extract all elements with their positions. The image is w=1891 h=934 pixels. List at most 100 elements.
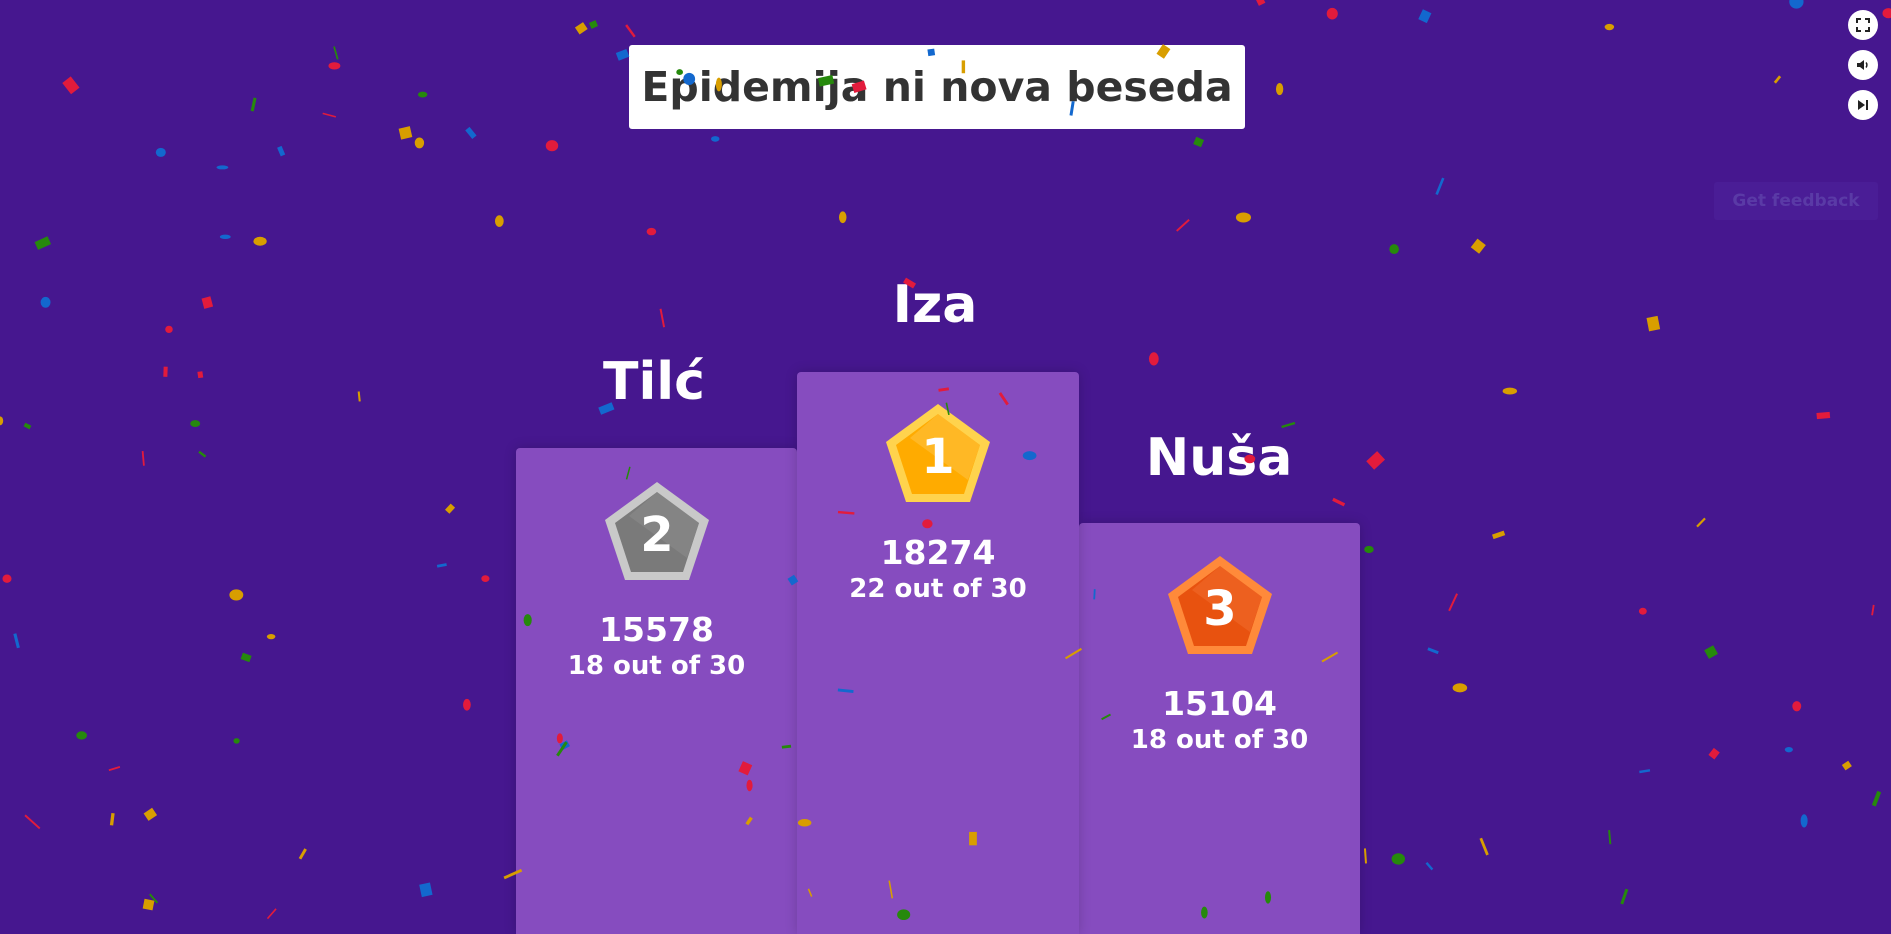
confetti-piece (141, 450, 145, 466)
confetti-piece (357, 391, 361, 402)
confetti-piece (417, 91, 428, 98)
confetti-piece (163, 366, 168, 377)
confetti-piece (24, 814, 41, 830)
confetti-piece (328, 62, 341, 70)
medal-rank-label: 1 (921, 429, 954, 485)
fullscreen-button[interactable] (1848, 10, 1878, 40)
confetti-piece (1792, 701, 1802, 712)
confetti-piece (250, 97, 257, 112)
confetti-piece (1800, 814, 1808, 828)
first-place-score: 18274 (880, 533, 996, 572)
confetti-piece (1696, 517, 1706, 528)
first-place-correct-count: 22 out of 30 (849, 574, 1027, 604)
confetti-piece (240, 652, 252, 663)
first-place-name: Iza (892, 275, 978, 335)
first-place-podium: 1 18274 22 out of 30 (797, 372, 1079, 934)
confetti-piece (1816, 411, 1831, 420)
confetti-piece (615, 48, 630, 61)
confetti-piece (149, 893, 159, 904)
confetti-piece (1235, 212, 1251, 223)
confetti-piece (1502, 387, 1518, 395)
confetti-piece (76, 731, 87, 740)
confetti-piece (201, 296, 214, 309)
confetti-piece (109, 812, 115, 826)
confetti-piece (1435, 177, 1445, 196)
confetti-piece (1646, 315, 1661, 332)
skip-next-icon (1858, 100, 1868, 110)
confetti-piece (436, 563, 447, 568)
gold-medal-icon: 1 (886, 404, 990, 502)
confetti-piece (481, 575, 490, 582)
confetti-piece (1326, 7, 1338, 20)
confetti-piece (1604, 23, 1615, 31)
sound-button[interactable] (1848, 50, 1878, 80)
confetti-piece (625, 24, 636, 38)
second-place-podium: 2 15578 18 out of 30 (516, 448, 797, 934)
fullscreen-icon (1856, 18, 1870, 32)
confetti-piece (1492, 530, 1506, 540)
confetti-piece (1882, 8, 1891, 19)
confetti-piece (0, 416, 4, 426)
confetti-piece (1391, 853, 1406, 865)
confetti-piece (1639, 769, 1651, 774)
confetti-piece (1470, 238, 1486, 254)
confetti-piece (494, 215, 504, 227)
confetti-piece (1871, 604, 1875, 616)
confetti-piece (1364, 545, 1374, 554)
get-feedback-button[interactable]: Get feedback (1714, 182, 1878, 220)
confetti-piece (229, 589, 244, 601)
confetti-piece (253, 236, 267, 246)
confetti-piece (1871, 790, 1882, 807)
confetti-piece (646, 227, 657, 236)
confetti-piece (1366, 451, 1386, 470)
confetti-piece (216, 165, 229, 170)
confetti-piece (419, 882, 433, 898)
confetti-piece (1363, 848, 1368, 864)
confetti-piece (1638, 607, 1647, 615)
bronze-medal-icon: 3 (1167, 556, 1272, 654)
confetti-piece (277, 145, 286, 157)
second-place-name: Tilć (603, 352, 705, 412)
confetti-piece (659, 308, 666, 328)
confetti-piece (1332, 497, 1346, 507)
confetti-piece (190, 420, 201, 427)
confetti-piece (1784, 746, 1793, 753)
confetti-piece (1789, 0, 1804, 9)
confetti-piece (266, 908, 277, 920)
confetti-piece (2, 574, 12, 583)
confetti-piece (34, 236, 52, 250)
confetti-piece (1176, 219, 1190, 232)
confetti-piece (40, 296, 51, 308)
confetti-piece (62, 76, 80, 95)
confetti-piece (23, 422, 32, 430)
medal-rank-label: 3 (1203, 581, 1236, 637)
confetti-piece (1479, 837, 1489, 856)
confetti-piece (266, 633, 276, 640)
confetti-piece (108, 766, 121, 772)
silver-medal-icon: 2 (604, 482, 709, 580)
confetti-piece (1704, 645, 1718, 659)
confetti-piece (1418, 9, 1432, 24)
confetti-piece (545, 140, 559, 152)
third-place-name: Nuša (1145, 428, 1293, 488)
third-place-podium: 3 15104 18 out of 30 (1079, 523, 1360, 934)
confetti-piece (465, 126, 477, 140)
skip-button[interactable] (1848, 90, 1878, 120)
third-place-score: 15104 (1162, 684, 1277, 723)
confetti-piece (155, 147, 166, 157)
quiz-title: Epidemija ni nova beseda (629, 45, 1245, 129)
confetti-piece (197, 371, 204, 379)
confetti-piece (143, 807, 158, 821)
confetti-piece (463, 698, 471, 711)
confetti-piece (198, 450, 207, 458)
confetti-piece (1773, 75, 1782, 84)
confetti-piece (398, 126, 413, 140)
second-place-correct-count: 18 out of 30 (567, 651, 746, 681)
confetti-piece (233, 738, 240, 744)
confetti-piece (588, 20, 599, 29)
third-place-correct-count: 18 out of 30 (1130, 725, 1309, 755)
speaker-icon (1857, 60, 1868, 70)
confetti-piece (142, 898, 155, 911)
confetti-piece (298, 848, 307, 860)
confetti-piece (333, 46, 339, 60)
